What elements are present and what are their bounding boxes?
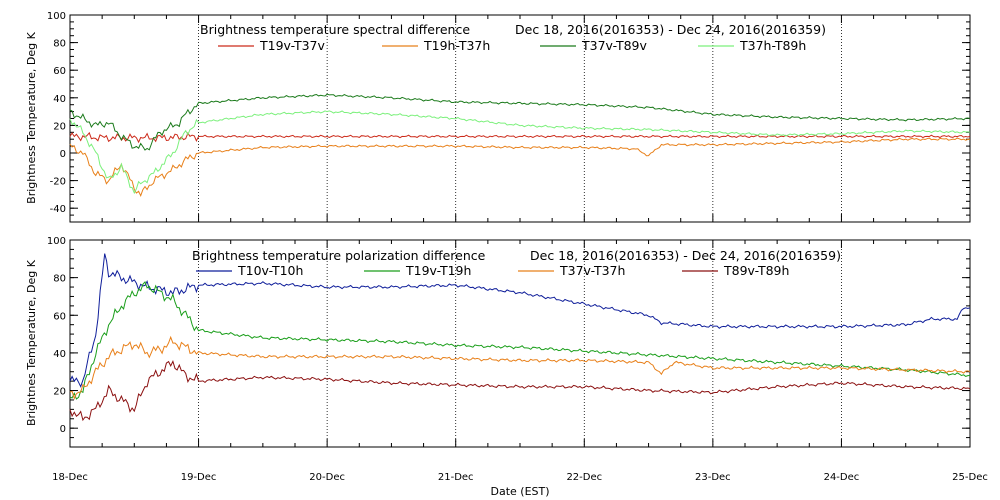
spectral-legend-label: T19v-T37v (259, 38, 326, 53)
spectral-y-axis-label: Brightness Temperature, Deg K (25, 31, 38, 203)
spectral-legend: T19v-T37v T19h-T37h T37v-T89v T37h-T89h (218, 38, 806, 53)
polarization-date-range: Dec 18, 2016(2016353) - Dec 24, 2016(201… (530, 248, 841, 263)
polarization-title: Brightness temperature polarization diff… (192, 248, 486, 263)
polarization-series-line-3 (69, 335, 971, 400)
polarization-x-tick-label: 24-Dec (824, 472, 860, 483)
spectral-date-range: Dec 18, 2016(2016353) - Dec 24, 2016(201… (515, 22, 826, 37)
spectral-title: Brightness temperature spectral differen… (200, 22, 470, 37)
polarization-x-tick-label: 21-Dec (438, 472, 474, 483)
polarization-y-tick-label: 60 (53, 311, 66, 322)
spectral-x-ticks (69, 15, 971, 222)
polarization-x-tick-label: 19-Dec (181, 472, 217, 483)
polarization-x-tick-label: 23-Dec (695, 472, 731, 483)
polarization-legend: T10v-T10h T19v-T19h T37v-T37h T89v-T89h (196, 263, 789, 278)
spectral-series-line-2 (69, 137, 971, 197)
polarization-legend-label: T37v-T37h (559, 263, 625, 278)
polarization-series-line-1 (69, 253, 971, 388)
polarization-x-ticks: 18-Dec 19-Dec 20-Dec 21-Dec 22-Dec 23-Dec 24-D… (52, 240, 988, 483)
polarization-y-ticks: 100 80 60 40 20 0 (47, 236, 970, 448)
spectral-series-line-3 (69, 93, 971, 151)
polarization-y-tick-label: 20 (53, 387, 66, 398)
spectral-series-line-1 (69, 131, 971, 144)
polarization-legend-label: T19v-T19h (405, 263, 471, 278)
polarization-legend-label: T10v-T10h (237, 263, 303, 278)
x-axis-label: Date (EST) (490, 485, 549, 498)
polarization-y-tick-label: 40 (53, 349, 66, 360)
spectral-y-tick-label: -20 (50, 177, 66, 188)
polarization-x-tick-label: 25-Dec (952, 472, 988, 483)
spectral-y-tick-label: 80 (53, 39, 66, 50)
polarization-y-tick-label: 0 (60, 424, 66, 435)
polarization-series-line-2 (69, 281, 971, 400)
spectral-legend-label: T19h-T37h (423, 38, 490, 53)
spectral-y-tick-label: 40 (53, 94, 66, 105)
polarization-series-lines (69, 253, 971, 422)
polarization-x-tick-label: 18-Dec (52, 472, 88, 483)
polarization-legend-label: T89v-T89h (723, 263, 789, 278)
spectral-legend-label: T37v-T89v (581, 38, 648, 53)
spectral-y-tick-label: -40 (50, 204, 66, 215)
spectral-y-tick-label: 100 (47, 11, 66, 22)
spectral-y-tick-label: 60 (53, 66, 66, 77)
polarization-x-tick-label: 20-Dec (309, 472, 345, 483)
polarization-y-tick-label: 100 (47, 236, 66, 247)
spectral-y-tick-label: 20 (53, 121, 66, 132)
spectral-y-tick-label: 0 (60, 149, 66, 160)
spectral-series-line-4 (69, 110, 971, 195)
polarization-panel: 100 80 60 40 20 0 18-Dec 19-Dec 20-Dec 21-Dec 22-… (25, 236, 988, 498)
spectral-legend-label: T37h-T89h (739, 38, 806, 53)
spectral-series-lines (69, 93, 971, 197)
spectral-y-ticks: 100 80 60 40 20 0 -20 -40 (47, 11, 970, 223)
spectral-panel: 100 80 60 40 20 0 -20 -40 Brightness Temperatur… (25, 11, 971, 223)
polarization-series-line-4 (69, 360, 971, 422)
polarization-y-axis-label: Brightnes Temperature, Deg K (25, 259, 38, 426)
polarization-y-tick-label: 80 (53, 274, 66, 285)
polarization-x-tick-label: 22-Dec (566, 472, 602, 483)
